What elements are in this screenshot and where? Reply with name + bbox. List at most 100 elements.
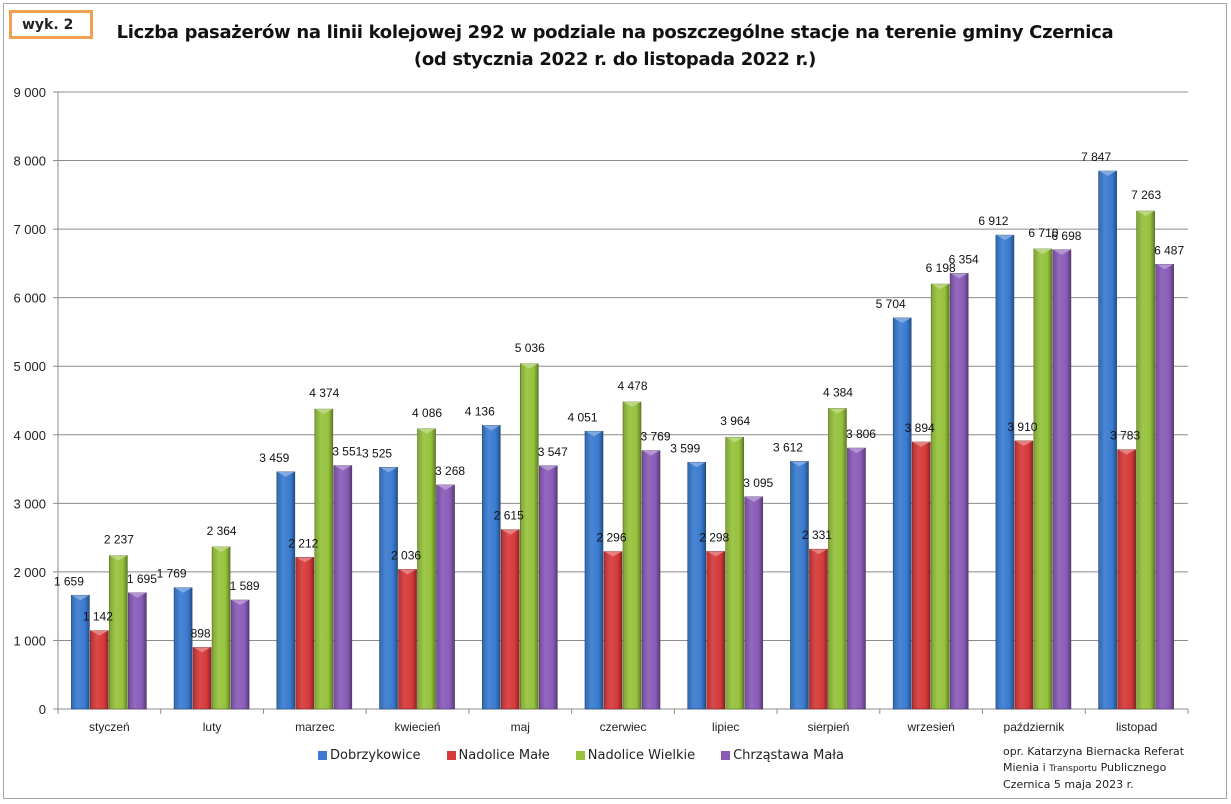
- bar-cap: [950, 273, 968, 279]
- x-tick-label: wrzesień: [907, 720, 955, 734]
- data-label: 6 487: [1154, 243, 1184, 257]
- data-label: 2 298: [699, 530, 729, 544]
- bar-cap: [847, 448, 865, 454]
- data-label: 2 237: [104, 533, 134, 547]
- bar-cap: [893, 317, 911, 323]
- data-label: 6 912: [978, 214, 1008, 228]
- bar-cap: [296, 557, 314, 563]
- x-axis: styczeń luty marzec kwiecień maj czerwiec lipi…: [57, 708, 1189, 734]
- bar-nadolice-wielkie: [725, 436, 745, 710]
- credit-text: Mienia i: [1003, 761, 1050, 774]
- bar-nadolice-ma-e: [1117, 449, 1136, 710]
- data-label: 3 612: [773, 440, 803, 454]
- credit-text: Transportu: [1049, 764, 1098, 774]
- legend-item-dobrzykowice: Dobrzykowice: [318, 748, 421, 763]
- credit-line-3: Czernica 5 maja 2023 r.: [1003, 778, 1134, 791]
- legend-swatch: [318, 751, 327, 760]
- bar-cap: [193, 647, 211, 653]
- x-tick-label: maj: [511, 720, 530, 734]
- bar-cap: [1015, 440, 1033, 446]
- x-tick-label: czerwiec: [600, 720, 647, 734]
- bars: [71, 170, 1174, 710]
- bar-cap: [642, 450, 660, 456]
- bar-nadolice-ma-e: [500, 529, 520, 710]
- x-tick-label: luty: [203, 720, 222, 734]
- bar-nadolice-wielkie: [622, 401, 642, 710]
- bar-nadolice-wielkie: [211, 546, 231, 710]
- bar-chrz-stawa-ma-a: [230, 599, 250, 710]
- bar-cap: [380, 467, 398, 473]
- bar-dobrzykowice: [173, 587, 193, 710]
- bar-nadolice-ma-e: [706, 551, 726, 710]
- data-label: 3 525: [362, 446, 392, 460]
- bar-cap: [604, 551, 622, 557]
- data-label: 2 296: [596, 531, 626, 545]
- bar-cap: [277, 471, 295, 477]
- data-label: 4 478: [617, 379, 647, 393]
- x-tick-label: styczeń: [89, 720, 130, 734]
- data-label: 3 095: [743, 476, 773, 490]
- bar-chrz-stawa-ma-a: [949, 273, 969, 710]
- bar-cap: [128, 592, 146, 598]
- data-label: 3 268: [435, 464, 465, 478]
- data-label: 3 551: [332, 445, 362, 459]
- legend-label: Dobrzykowice: [330, 748, 421, 763]
- bar-dobrzykowice: [481, 425, 501, 710]
- chart-title: Liczba pasażerów na linii kolejowej 292 …: [116, 22, 1114, 43]
- data-label: 4 051: [567, 410, 597, 424]
- credit-line-1: opr. Katarzyna Biernacka Referat: [1003, 745, 1185, 758]
- bar-cap: [1137, 211, 1155, 217]
- bar-dobrzykowice: [687, 461, 707, 710]
- legend-swatch: [575, 751, 585, 760]
- data-label: 4 086: [412, 406, 442, 420]
- data-label: 4 374: [309, 386, 339, 400]
- bar-chrz-stawa-ma-a: [641, 450, 661, 710]
- data-label: 4 384: [823, 385, 853, 399]
- chart-subtitle: (od stycznia 2022 r. do listopada 2022 r…: [413, 49, 817, 70]
- data-label: 7 847: [1081, 150, 1111, 164]
- bar-cap: [418, 428, 436, 434]
- bar-nadolice-ma-e: [911, 441, 931, 710]
- data-label: 3 806: [846, 427, 876, 441]
- bar-chrz-stawa-ma-a: [1052, 249, 1072, 710]
- credit-text: Publicznego: [1097, 761, 1167, 774]
- data-label: 4 136: [465, 404, 495, 418]
- bar-nadolice-ma-e: [1014, 440, 1034, 710]
- bar-cap: [437, 484, 455, 490]
- bar-cap: [1156, 264, 1174, 270]
- y-tick-label: 1 000: [13, 633, 46, 648]
- x-tick-label: sierpień: [807, 720, 849, 734]
- bar-cap: [90, 630, 108, 636]
- data-label: 2 036: [391, 548, 421, 562]
- data-label: 2 212: [288, 536, 318, 550]
- bar-nadolice-wielkie: [417, 428, 436, 710]
- bar-cap: [1099, 171, 1117, 177]
- bar-chrz-stawa-ma-a: [847, 447, 866, 710]
- bar-cap: [809, 549, 827, 555]
- bar-cap: [912, 442, 930, 448]
- bar-chrz-stawa-ma-a: [1155, 263, 1174, 710]
- bar-nadolice-wielkie: [109, 555, 128, 710]
- bar-nadolice-ma-e: [398, 569, 417, 710]
- data-label: 3 894: [905, 421, 935, 435]
- bar-cap: [585, 431, 603, 437]
- data-labels: 1 659 1 142 2 237 1 695 1 769 898 2 364 1 589 3 …: [54, 150, 1185, 640]
- bar-nadolice-ma-e: [809, 548, 828, 710]
- y-tick-label: 4 000: [13, 428, 46, 443]
- x-tick-label: kwiecień: [395, 720, 441, 734]
- bar-chrz-stawa-ma-a: [436, 484, 455, 710]
- data-label: 2 331: [802, 528, 832, 542]
- bar-cap: [1034, 248, 1052, 254]
- bar-cap: [1053, 249, 1071, 255]
- bar-cap: [707, 551, 725, 557]
- data-label: 3 910: [1007, 420, 1037, 434]
- bar-cap: [726, 437, 744, 443]
- legend-swatch: [721, 751, 731, 760]
- bar-nadolice-ma-e: [192, 647, 212, 710]
- bar-dobrzykowice: [276, 471, 296, 710]
- legend-item-nadolice-wielkie: Nadolice Wielkie: [575, 748, 695, 763]
- bar-chrz-stawa-ma-a: [333, 465, 353, 710]
- data-label: 5 704: [876, 297, 906, 311]
- data-label: 1 589: [230, 579, 260, 593]
